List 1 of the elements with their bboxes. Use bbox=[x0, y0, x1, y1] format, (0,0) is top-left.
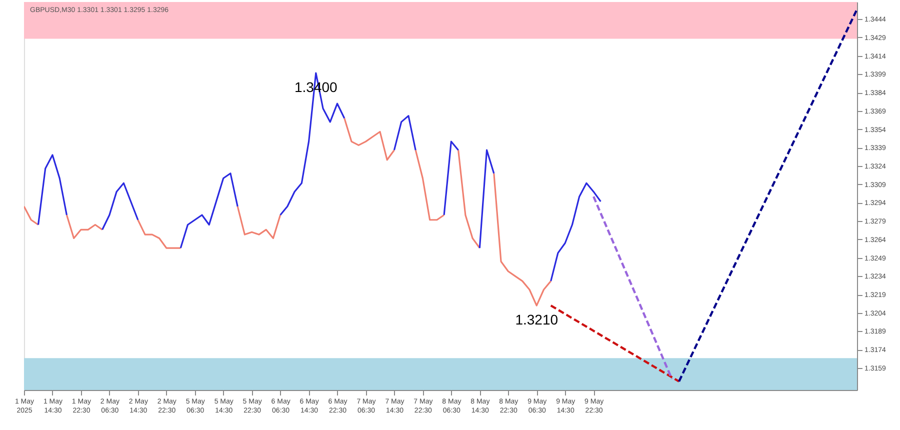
annotation: 1.3210 bbox=[515, 312, 558, 328]
